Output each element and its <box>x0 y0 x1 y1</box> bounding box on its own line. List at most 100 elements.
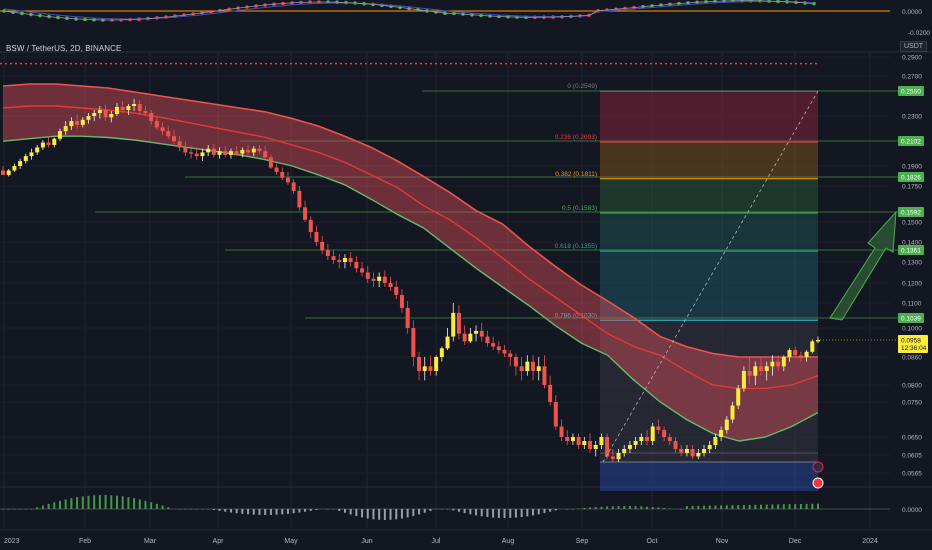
level-badge-bg-0 <box>898 86 924 96</box>
histogram-bar-6 <box>36 507 39 509</box>
candle-body-54 <box>308 219 313 232</box>
candle-body-78 <box>445 336 450 349</box>
histogram-bar-61 <box>349 509 352 515</box>
histogram-bar-13 <box>76 497 79 509</box>
histogram-bar-97 <box>554 509 557 511</box>
histogram-bar-67 <box>383 509 386 520</box>
fib-zone-0.236 <box>600 91 818 143</box>
histogram-bar-37 <box>212 509 215 510</box>
candle-body-99 <box>565 437 570 441</box>
candle-body-24 <box>137 104 142 111</box>
candle-body-14 <box>80 119 85 125</box>
histogram-bar-119 <box>680 509 683 510</box>
candle-body-45 <box>257 148 262 152</box>
histogram-bar-15 <box>87 495 90 509</box>
candle-body-5 <box>29 152 34 157</box>
histogram-bar-50 <box>286 509 289 514</box>
candle-body-86 <box>491 343 496 347</box>
level-badge-bg-3 <box>898 207 924 217</box>
candle-body-38 <box>217 151 222 155</box>
candle-body-16 <box>92 113 97 116</box>
candle-body-111 <box>633 441 638 445</box>
symbol-title[interactable]: BSW / TetherUS, 2D, BINANCE <box>6 44 122 53</box>
histogram-bar-96 <box>549 509 552 512</box>
price-tick-11: 0.0860 <box>902 355 922 362</box>
time-axis[interactable]: 2023 Feb Mar Apr May Jun Jul Aug Sep Oct Nov Dec 202… <box>4 538 878 545</box>
histogram-bar-89 <box>509 509 512 518</box>
histogram-bar-82 <box>469 509 472 515</box>
candle-body-87 <box>496 346 501 351</box>
fib-label-0: 0 (0.2549) <box>567 83 597 90</box>
currency-unit-label[interactable]: USDT <box>900 41 928 52</box>
candle-body-117 <box>667 437 672 441</box>
level-badge-label-4: 0.1361 <box>901 248 921 255</box>
histogram-bar-39 <box>224 509 227 512</box>
histogram-bar-142 <box>811 503 814 509</box>
histogram-bar-40 <box>229 509 232 513</box>
histogram-bar-20 <box>115 495 118 509</box>
candle-body-1 <box>6 170 11 175</box>
candle-body-57 <box>325 250 330 257</box>
price-axis[interactable]: 0.2900 0.2700 0.2300 0.1900 0.1750 0.1500 0.14… <box>820 55 928 478</box>
histogram-bar-16 <box>93 495 96 509</box>
histogram-bar-139 <box>794 504 797 509</box>
histogram-bar-41 <box>235 509 238 514</box>
candle-body-108 <box>616 453 621 460</box>
histogram-bar-86 <box>492 509 495 518</box>
countdown-label: 12:36:04 <box>901 345 927 352</box>
histogram-bar-33 <box>190 509 193 510</box>
flag-indicator-icon <box>812 477 824 489</box>
candle-body-136 <box>776 361 781 367</box>
time-label-12: 2024 <box>862 538 878 545</box>
time-label-2: Mar <box>144 538 157 545</box>
top-oscillator-tick-1: -0.0200 <box>908 30 930 37</box>
candle-body-32 <box>183 147 188 153</box>
candle-body-63 <box>360 268 365 273</box>
histogram-bar-72 <box>412 509 415 517</box>
histogram-bar-34 <box>195 509 198 510</box>
histogram-bar-106 <box>606 506 609 509</box>
time-label-3: Apr <box>213 538 225 545</box>
histogram-bar-101 <box>577 508 580 509</box>
candle-body-118 <box>673 441 678 449</box>
price-tick-4: 0.1750 <box>902 184 922 191</box>
candle-body-60 <box>342 258 347 262</box>
candle-body-49 <box>280 171 285 178</box>
candlesticks <box>1 99 820 462</box>
price-tick-3: 0.1900 <box>902 164 922 171</box>
time-label-0: 2023 <box>4 538 20 545</box>
fib-label-0.618: 0.618 (0.1355) <box>555 243 597 250</box>
histogram-bar-23 <box>133 498 136 509</box>
price-tick-0: 0.2900 <box>902 55 922 62</box>
histogram-bar-9 <box>53 502 56 509</box>
histogram-bar-99 <box>566 509 569 510</box>
histogram-bar-140 <box>799 504 802 509</box>
histogram-bar-2 <box>13 509 16 510</box>
price-tick-16: 0.0565 <box>902 471 922 478</box>
histogram-bar-59 <box>338 509 341 511</box>
histogram-bar-131 <box>748 504 751 509</box>
current-price-label: 0.0958 <box>901 338 921 345</box>
histogram-bar-125 <box>714 505 717 509</box>
candle-body-15 <box>86 116 91 120</box>
histogram-bar-74 <box>423 509 426 513</box>
time-label-10: Nov <box>716 538 729 545</box>
level-badge-label-2: 0.1826 <box>901 175 921 182</box>
histogram-bar-19 <box>110 495 113 509</box>
candle-body-23 <box>132 104 137 106</box>
time-label-8: Sep <box>576 538 589 545</box>
candle-body-29 <box>166 131 171 137</box>
histogram-bar-44 <box>252 509 255 515</box>
candle-body-62 <box>354 262 359 269</box>
candle-body-66 <box>377 276 382 281</box>
histogram-bar-18 <box>104 495 107 509</box>
fib-zone-1 <box>600 320 818 462</box>
histogram-bar-43 <box>247 509 250 515</box>
histogram-bar-84 <box>480 509 483 517</box>
histogram-bar-103 <box>589 507 592 509</box>
candle-body-17 <box>97 110 102 113</box>
candle-body-37 <box>211 148 216 155</box>
level-badge-label-0: 0.2550 <box>901 89 921 96</box>
candle-body-138 <box>787 350 792 357</box>
